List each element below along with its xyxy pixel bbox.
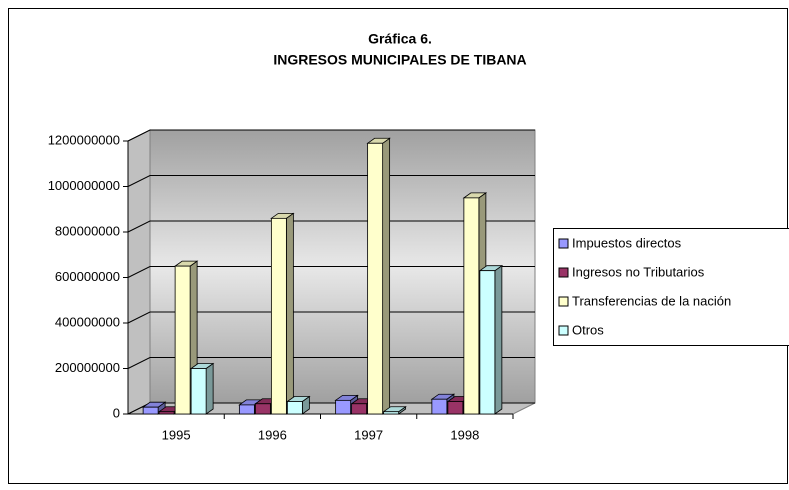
legend-swatch [559, 326, 568, 335]
legend-swatch [559, 297, 568, 306]
x-tick-label: 1997 [354, 427, 383, 442]
x-tick-label: 1995 [162, 427, 191, 442]
y-tick-label: 1000000000 [48, 178, 120, 193]
x-tick-label: 1996 [258, 427, 287, 442]
bar [432, 399, 447, 414]
y-tick-label: 0 [113, 405, 120, 420]
y-tick-label: 800000000 [55, 223, 120, 238]
y-tick-label: 400000000 [55, 314, 120, 329]
bar [448, 401, 463, 414]
y-tick-label: 1200000000 [48, 132, 120, 147]
bar [384, 412, 399, 414]
legend-swatch [559, 268, 568, 277]
bar [255, 404, 270, 414]
bar [143, 407, 158, 414]
legend-swatch [559, 239, 568, 248]
y-tick-label: 200000000 [55, 360, 120, 375]
legend-label: Impuestos directos [572, 235, 682, 250]
bar [271, 218, 286, 414]
legend-label: Ingresos no Tributarios [572, 264, 705, 279]
bar [336, 400, 351, 414]
legend-label: Transferencias de la nación [572, 293, 731, 308]
bar [287, 401, 302, 414]
bar [464, 198, 479, 414]
bar [239, 405, 254, 414]
bar-side [495, 266, 502, 414]
bar [368, 143, 383, 414]
bar [352, 404, 367, 414]
bar-side [286, 213, 293, 414]
bar-side [206, 364, 213, 415]
bar [480, 271, 495, 414]
bar-side [383, 138, 390, 414]
bar [191, 369, 206, 415]
chart-title: Gráfica 6. [368, 31, 432, 47]
chart-subtitle: INGRESOS MUNICIPALES DE TIBANA [273, 52, 526, 68]
bar [175, 266, 190, 414]
legend-label: Otros [572, 322, 604, 337]
bar [159, 412, 174, 414]
y-tick-label: 600000000 [55, 269, 120, 284]
x-tick-label: 1998 [450, 427, 479, 442]
